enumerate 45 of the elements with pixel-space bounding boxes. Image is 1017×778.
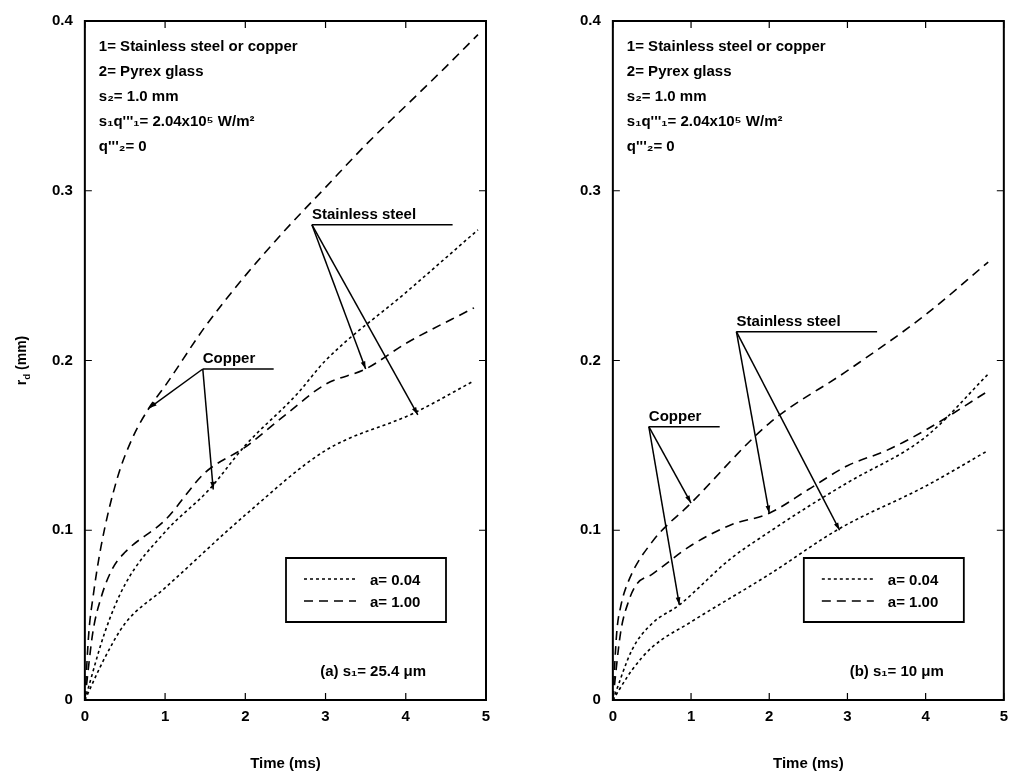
x-tick-label: 4 xyxy=(921,707,931,725)
x-tick-label: 2 xyxy=(765,707,774,725)
annotation: 2= Pyrex glass xyxy=(626,62,732,79)
annotation: Copper xyxy=(648,406,702,424)
x-tick-label: 5 xyxy=(481,707,491,725)
y-tick-label: 0 xyxy=(64,690,73,708)
x-tick-label: 3 xyxy=(321,707,330,725)
text: (a) s₁= 25.4 μm xyxy=(320,662,427,679)
y-axis-title: rd (mm) xyxy=(13,335,33,386)
x-tick-label: 5 xyxy=(999,707,1008,725)
legend-label: a= 0.04 xyxy=(887,571,939,588)
y-tick-label: 0.1 xyxy=(51,520,73,538)
y-tick-label: 0.3 xyxy=(51,180,73,198)
x-tick-label: 0 xyxy=(608,707,618,725)
legend-label: a= 0.04 xyxy=(370,571,422,588)
x-tick-label: 0 xyxy=(80,707,90,725)
x-tick-label: 4 xyxy=(401,707,411,725)
y-tick-label: 0 xyxy=(592,690,601,708)
annotation: s₂= 1.0 mm xyxy=(626,87,707,104)
x-tick-label: 1 xyxy=(160,707,170,725)
text: (b) s₁= 10 μm xyxy=(849,662,944,679)
x-axis-title: Time (ms) xyxy=(250,754,321,771)
annotation: s₂= 1.0 mm xyxy=(98,87,179,104)
annotation: q'''₂= 0 xyxy=(626,137,675,154)
annotation: q'''₂= 0 xyxy=(98,137,147,154)
x-axis-title: Time (ms) xyxy=(773,754,844,771)
y-tick-label: 0.4 xyxy=(51,11,74,29)
annotation: 1= Stainless steel or copper xyxy=(98,37,298,54)
x-tick-label: 2 xyxy=(241,707,250,725)
y-tick-label: 0.3 xyxy=(579,180,601,198)
y-tick-label: 0.2 xyxy=(579,350,601,368)
y-tick-label: 0.1 xyxy=(579,520,601,538)
annotation: Stainless steel xyxy=(311,204,417,222)
legend-label: a= 1.00 xyxy=(887,593,939,610)
annotation: Copper xyxy=(202,348,256,366)
y-tick-label: 0.2 xyxy=(51,350,73,368)
annotation: 1= Stainless steel or copper xyxy=(626,37,826,54)
x-tick-label: 1 xyxy=(686,707,696,725)
legend-label: a= 1.00 xyxy=(370,593,421,610)
annotation: s₁q'''₁= 2.04x10⁵ W/m² xyxy=(98,112,255,129)
annotation: s₁q'''₁= 2.04x10⁵ W/m² xyxy=(626,112,783,129)
x-tick-label: 3 xyxy=(843,707,852,725)
annotation: 2= Pyrex glass xyxy=(98,62,204,79)
annotation: Stainless steel xyxy=(736,311,841,329)
y-tick-label: 0.4 xyxy=(579,11,602,29)
